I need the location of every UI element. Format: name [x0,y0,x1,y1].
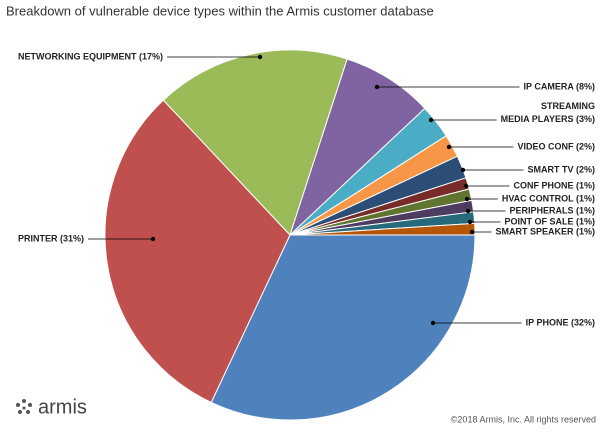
leader-dot [446,144,452,150]
slice-label: PRINTER (31%) [18,233,84,243]
chart-title: Breakdown of vulnerable device types wit… [6,3,434,18]
slice-label: IP PHONE (32%) [526,317,595,327]
copyright: ©2018 Armis, Inc. All rights reserved [451,414,596,424]
leader-dot [257,54,263,60]
leader-dot [430,320,436,326]
leader-dot [150,236,156,242]
slice-label: POINT OF SALE (1%) [504,216,595,226]
leader-dot [428,117,434,123]
pie-slice [289,58,426,236]
leader-dot [467,219,473,225]
pie-slice [210,234,476,421]
slice-label: CONF PHONE (1%) [513,180,595,190]
slice-label: STREAMING MEDIA PLAYERS (3%) [501,101,595,124]
slice-label: VIDEO CONF (2%) [517,141,595,151]
slice-label: SMART TV (2%) [528,164,596,174]
slice-label: HVAC CONTROL (1%) [502,193,595,203]
logo: armis [38,396,87,418]
pie-slice [289,222,476,236]
leader-dot [465,208,471,214]
leader-dot [460,167,466,173]
leader-dot [463,183,469,189]
logo-icon [16,399,32,414]
slice-label: NETWORKING EQUIPMENT (17%) [18,51,163,61]
pie-slice [104,99,291,404]
slice-label: PERIPHERALS (1%) [509,205,595,215]
leader-dot [464,196,470,202]
leader-dot [374,84,380,90]
slice-label: SMART SPEAKER (1%) [495,226,595,236]
leader-dot [469,229,475,235]
pie-slice [162,49,348,236]
slice-label: IP CAMERA (8%) [523,81,595,91]
